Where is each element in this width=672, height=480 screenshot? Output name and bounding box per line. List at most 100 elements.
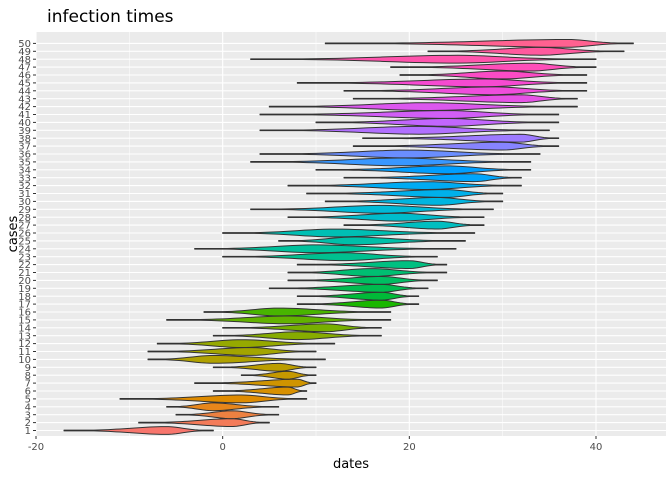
y-tick-label: 3 — [25, 410, 31, 421]
y-tick-label: 19 — [18, 284, 31, 295]
y-tick-label: 38 — [18, 134, 31, 145]
y-tick-label: 28 — [18, 213, 31, 224]
x-tick-label: 0 — [219, 442, 225, 453]
violin-case-30 — [324, 197, 504, 206]
y-tick-label: 20 — [18, 276, 31, 287]
violin-case-27 — [343, 220, 485, 230]
violin-case-24 — [194, 244, 457, 254]
y-tick-label: 21 — [18, 268, 31, 279]
violin-case-3 — [175, 410, 280, 420]
violin-case-29 — [250, 204, 494, 214]
violin-case-28 — [287, 212, 485, 222]
violin-case-42 — [268, 102, 578, 111]
y-axis-title: cases — [6, 215, 21, 252]
y-tick-label: 33 — [18, 173, 31, 184]
violin-case-2 — [138, 418, 270, 427]
y-tick-label: 34 — [18, 165, 31, 176]
y-tick-label: 50 — [18, 39, 31, 50]
violin-series — [63, 39, 634, 435]
y-tick-label: 48 — [18, 55, 31, 66]
y-tick-label: 27 — [18, 221, 31, 232]
violin-case-36 — [259, 149, 541, 159]
y-tick-label: 26 — [18, 229, 31, 240]
violin-case-41 — [259, 110, 560, 119]
y-tick-label: 32 — [18, 181, 31, 192]
y-tick-label: 43 — [18, 94, 31, 105]
y-tick-label: 6 — [25, 387, 31, 398]
y-tick-label: 41 — [18, 110, 31, 121]
x-axis-title: dates — [333, 457, 369, 472]
y-tick-label: 11 — [18, 347, 31, 358]
violin-case-12 — [156, 339, 336, 348]
y-tick-label: 49 — [18, 47, 31, 58]
y-tick-label: 1 — [25, 426, 31, 437]
y-tick-label: 40 — [18, 118, 31, 129]
violin-case-25 — [278, 236, 466, 246]
y-tick-label: 30 — [18, 197, 31, 208]
violin-case-39 — [259, 125, 550, 135]
violin-case-22 — [296, 260, 448, 269]
violin-case-31 — [306, 189, 504, 198]
violin-case-26 — [222, 228, 476, 238]
y-tick-label: 2 — [25, 418, 31, 429]
y-tick-label: 18 — [18, 292, 31, 303]
chart-title: infection times — [47, 7, 174, 27]
violin-case-1 — [63, 426, 214, 435]
y-tick-label: 14 — [18, 323, 31, 334]
violin-case-9 — [212, 362, 317, 372]
violin-case-46 — [399, 70, 588, 80]
violin-case-21 — [287, 268, 448, 277]
y-tick-label: 46 — [18, 71, 31, 82]
violin-case-6 — [212, 386, 308, 396]
violin-case-49 — [427, 46, 625, 56]
violin-case-20 — [287, 276, 438, 285]
violin-case-50 — [324, 39, 634, 48]
y-tick-label: 4 — [25, 402, 31, 413]
y-tick-label: 42 — [18, 102, 31, 113]
violin-case-23 — [222, 252, 438, 262]
y-tick-label: 45 — [18, 79, 31, 90]
violin-case-40 — [315, 118, 560, 127]
violin-case-8 — [240, 370, 317, 380]
y-tick-label: 44 — [18, 86, 31, 97]
violin-case-14 — [222, 323, 382, 333]
violin-case-37 — [352, 141, 560, 151]
y-tick-label: 10 — [18, 355, 31, 366]
violin-case-10 — [147, 355, 326, 364]
y-tick-label: 37 — [18, 142, 31, 153]
y-tick-label: 15 — [18, 316, 31, 327]
violin-case-47 — [390, 62, 597, 72]
y-tick-label: 12 — [18, 339, 31, 350]
violin-case-32 — [287, 181, 522, 190]
y-tick-label: 39 — [18, 126, 31, 137]
violin-case-11 — [147, 347, 317, 356]
violin-case-48 — [250, 54, 597, 64]
violin-case-38 — [362, 133, 560, 143]
violin-case-17 — [296, 299, 420, 309]
x-tick-label: -20 — [28, 442, 44, 453]
violin-case-44 — [343, 86, 588, 96]
y-tick-label: 31 — [18, 189, 31, 200]
x-tick-label: 20 — [403, 442, 416, 453]
y-tick-label: 29 — [18, 205, 31, 216]
y-tick-label: 8 — [25, 371, 31, 382]
y-tick-label: 13 — [18, 331, 31, 342]
violin-case-4 — [166, 402, 280, 412]
y-tick-label: 47 — [18, 63, 31, 74]
x-tick-label: 40 — [590, 442, 603, 453]
violin-case-13 — [212, 331, 382, 341]
y-tick-label: 16 — [18, 308, 31, 319]
y-tick-label: 25 — [18, 237, 31, 248]
y-axis: 1234567891011121314151617181920212223242… — [18, 39, 36, 437]
y-tick-label: 36 — [18, 150, 31, 161]
violin-case-16 — [203, 307, 392, 317]
violin-case-45 — [296, 78, 588, 88]
violin-case-43 — [352, 94, 578, 104]
violin-case-34 — [315, 165, 532, 175]
y-tick-label: 23 — [18, 252, 31, 263]
y-tick-label: 35 — [18, 158, 31, 169]
y-tick-label: 9 — [25, 363, 31, 374]
violin-case-7 — [194, 378, 317, 388]
y-tick-label: 5 — [25, 395, 31, 406]
